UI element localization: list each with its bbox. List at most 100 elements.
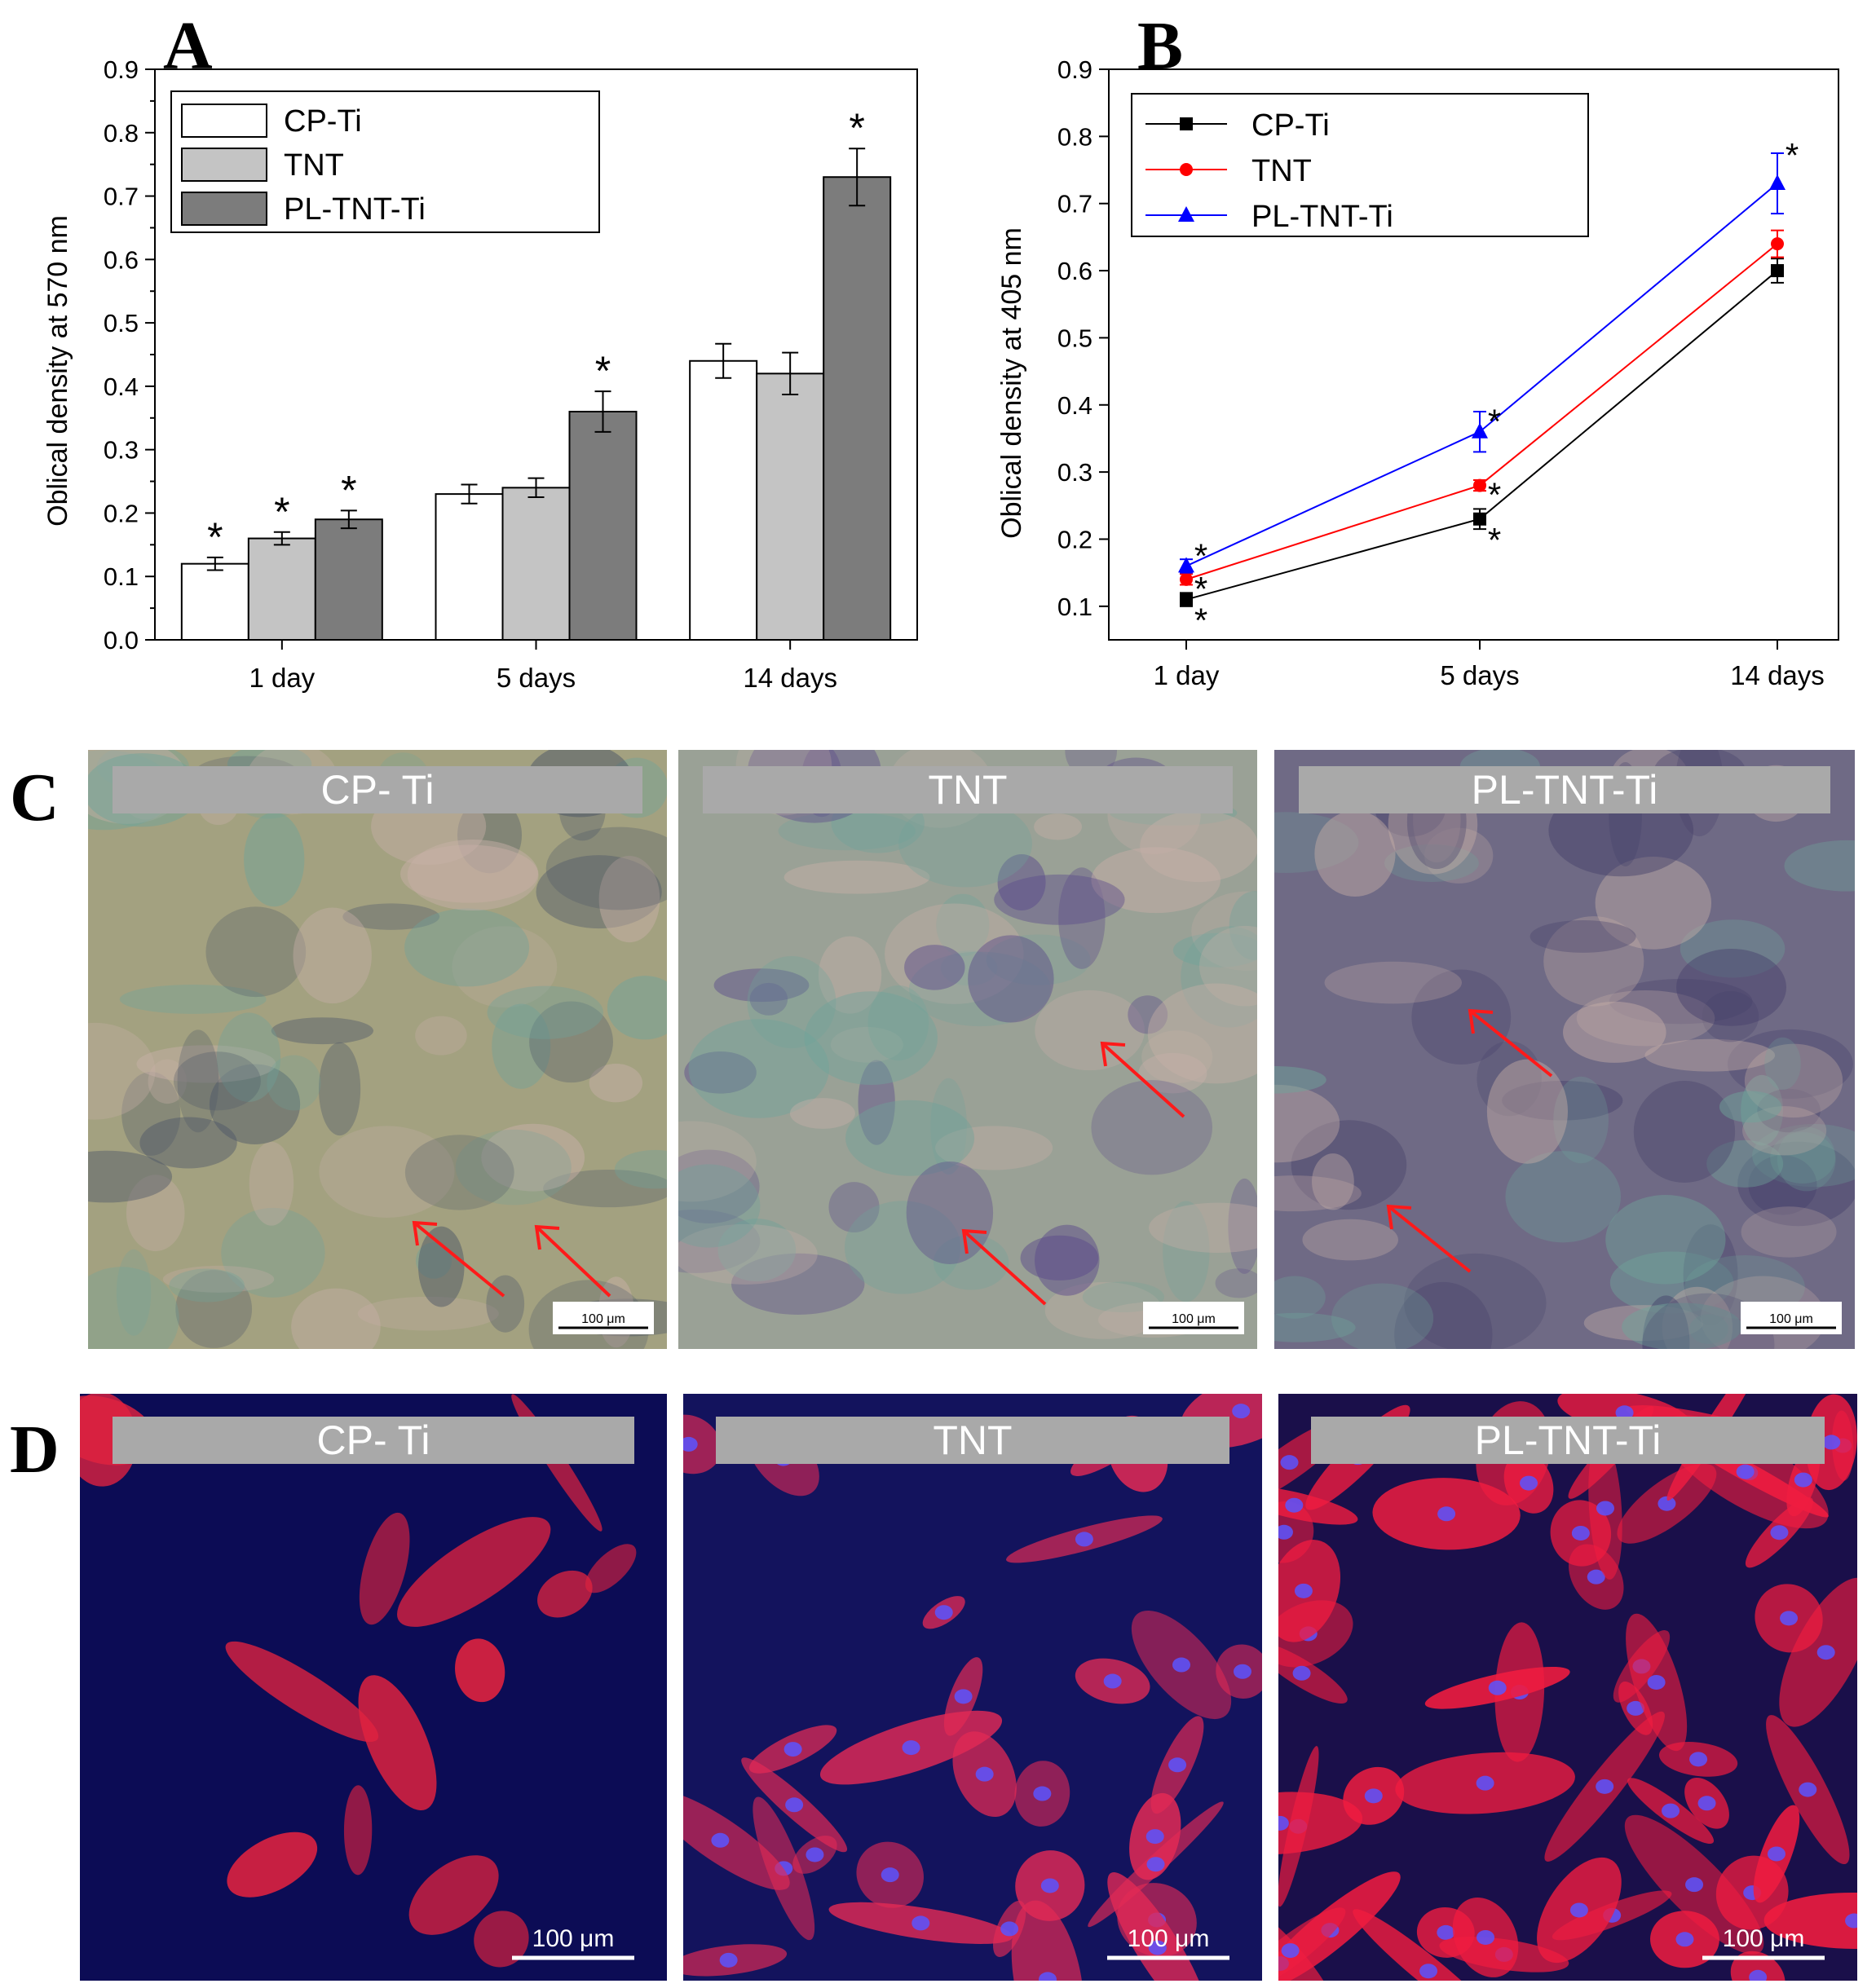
stain-patch	[175, 1270, 253, 1348]
sample-label: CP- Ti	[113, 1417, 634, 1464]
nucleus	[1437, 1924, 1455, 1940]
nucleus	[1736, 1464, 1755, 1479]
scale-bar-label: 100 μm	[532, 1925, 615, 1952]
nucleus	[1794, 1472, 1812, 1488]
y-tick-label: 0.6	[1057, 257, 1092, 285]
stain-patch	[784, 860, 930, 894]
stain-patch	[1228, 1178, 1257, 1274]
nucleus	[1000, 1921, 1019, 1937]
nucleus	[1419, 1964, 1438, 1979]
stain-patch	[747, 955, 836, 1049]
stain-patch	[88, 1150, 173, 1203]
x-tick-label: 5 days	[1440, 660, 1519, 690]
stain-patch	[1035, 1224, 1100, 1296]
stain-patch	[844, 1201, 961, 1294]
fluorescence-micrograph: 100 μm TNT	[683, 1394, 1262, 1981]
stain-patch	[121, 1071, 181, 1156]
red-arrow	[413, 1221, 505, 1298]
actin-cell	[1107, 1871, 1208, 1981]
nucleus	[1145, 1829, 1164, 1845]
stain-patch	[1035, 990, 1145, 1071]
stain-patch	[169, 1268, 245, 1303]
stain-patch	[1312, 1153, 1354, 1210]
nucleus	[1281, 1943, 1300, 1959]
stain-patch	[930, 1078, 967, 1175]
stain-patch	[936, 893, 990, 957]
stained-micrograph: 100 μm PL-TNT-Ti	[1274, 750, 1855, 1349]
stain-patch	[789, 1098, 855, 1129]
legend-label: PL-TNT-Ti	[284, 192, 426, 227]
data-point	[1180, 572, 1193, 586]
stain-patch	[481, 1123, 585, 1192]
stain-patch	[828, 1182, 880, 1232]
legend-swatch	[181, 192, 267, 226]
nucleus	[1662, 1803, 1680, 1818]
stain-patch	[216, 1012, 281, 1102]
stain-patch	[404, 1135, 514, 1210]
nucleus	[1627, 1700, 1645, 1716]
bar	[689, 359, 758, 641]
stain-patch	[1706, 1139, 1784, 1188]
scale-bar-label: 100 μm	[581, 1312, 625, 1326]
data-point	[1769, 174, 1786, 190]
nucleus	[1285, 1497, 1304, 1513]
stain-patch	[319, 1126, 455, 1218]
nucleus	[1689, 1752, 1708, 1767]
fluorescence-micrograph: 100 μm CP- Ti	[80, 1394, 667, 1981]
bar	[501, 487, 571, 641]
stain-patch	[678, 1223, 818, 1285]
nucleus	[1697, 1796, 1716, 1811]
stain-patch	[1719, 1091, 1782, 1123]
stain-patch	[318, 1042, 361, 1136]
stain-patch	[415, 1016, 467, 1056]
stain-patch	[1384, 844, 1479, 882]
stain-patch	[1752, 1124, 1855, 1188]
stain-patch	[1583, 1305, 1704, 1342]
stain-patch	[177, 1029, 219, 1133]
stain-patch	[1683, 1224, 1738, 1325]
bar	[823, 176, 892, 641]
stain-patch	[713, 968, 810, 1003]
sample-label: TNT	[703, 766, 1233, 813]
nucleus	[784, 1742, 802, 1757]
stain-patch	[1737, 1141, 1855, 1227]
nucleus	[1364, 1788, 1383, 1804]
stain-patch	[1274, 1175, 1362, 1212]
stain-patch	[1605, 1195, 1726, 1285]
stain-patch	[1529, 920, 1636, 953]
nucleus	[1168, 1757, 1187, 1773]
x-tick-label: 14 days	[743, 663, 837, 693]
y-tick-label: 0.8	[104, 119, 139, 148]
stain-patch	[1274, 1312, 1356, 1342]
nucleus	[785, 1797, 804, 1813]
red-arrow-head	[534, 1224, 560, 1250]
nucleus	[1822, 1435, 1841, 1450]
stain-patch	[1274, 1084, 1340, 1163]
panel-label-a: A	[163, 8, 213, 84]
stain-patch	[614, 1149, 667, 1189]
stain-patch	[415, 1242, 452, 1279]
stain-patch	[486, 1275, 525, 1333]
stain-patch	[898, 800, 1032, 888]
stain-patch	[1680, 919, 1786, 978]
stain-patch	[1764, 1037, 1801, 1091]
significance-star: *	[1194, 536, 1207, 575]
nucleus	[719, 1952, 738, 1968]
stain-patch	[119, 985, 267, 1014]
data-point	[1178, 557, 1194, 573]
nucleus	[1569, 1902, 1588, 1918]
nucleus	[881, 1867, 899, 1883]
nucleus	[1233, 1664, 1251, 1679]
x-tick-label: 1 day	[249, 663, 315, 693]
nucleus	[934, 1605, 953, 1620]
stain-patch	[1091, 1080, 1213, 1175]
nucleus	[1294, 1583, 1313, 1598]
nucleus	[975, 1766, 994, 1782]
stain-patch	[271, 1017, 374, 1045]
y-tick-label: 0.6	[104, 245, 139, 274]
data-point	[1472, 422, 1488, 439]
stain-patch	[342, 903, 440, 930]
stain-patch	[267, 1055, 321, 1111]
actin-cell	[358, 1675, 437, 1811]
stain-patch	[997, 853, 1046, 910]
